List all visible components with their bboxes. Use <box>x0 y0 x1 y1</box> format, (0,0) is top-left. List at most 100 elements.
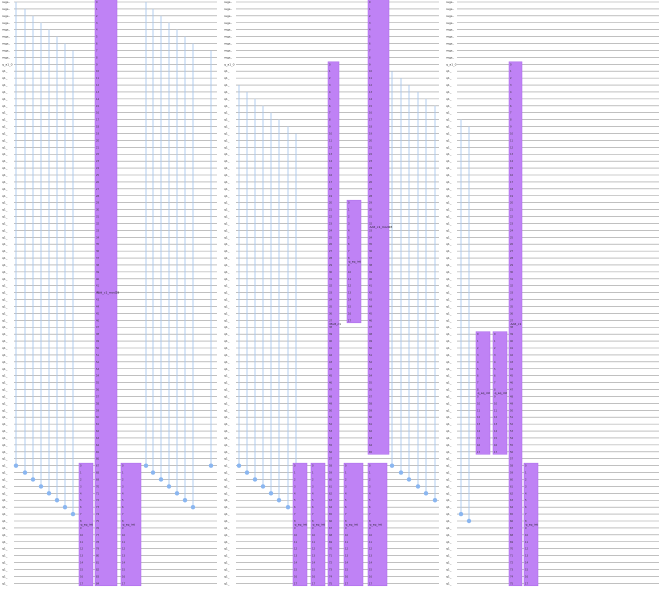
qubit-label: q1_ <box>2 581 8 585</box>
gate-qubit-index: 17 <box>369 582 373 585</box>
gate-block[interactable] <box>120 462 142 587</box>
qubit-label: q1_ <box>446 484 452 488</box>
qubit-label: q1_ <box>2 97 8 101</box>
gate-qubit-index: 30 <box>329 271 333 274</box>
gate-qubit-index: 8 <box>312 520 314 523</box>
gate-qubit-index: 10 <box>525 534 529 537</box>
qubit-label: q1_ <box>446 131 452 135</box>
gate-qubit-index: 17 <box>525 582 529 585</box>
qubit-label: q1_ <box>446 208 452 212</box>
gate-qubit-index: 60 <box>96 416 100 419</box>
gate-block[interactable] <box>327 61 340 587</box>
gate-block[interactable] <box>346 199 362 324</box>
gate-qubit-index: 32 <box>369 222 373 225</box>
gate-qubit-index: 7 <box>369 49 371 52</box>
qubit-label: q_a1_0 <box>446 62 457 66</box>
gate-qubit-index: 15 <box>96 105 100 108</box>
gate-qubit-index: 3 <box>494 354 496 357</box>
gate-block[interactable] <box>310 462 326 587</box>
qubit-label: q1_ <box>224 97 230 101</box>
control-dot <box>38 484 44 489</box>
gate-label: Add_c1 <box>511 322 522 326</box>
gate-qubit-index: 16 <box>369 575 373 578</box>
qubit-label: q1_ <box>446 166 452 170</box>
control-dot <box>13 463 19 468</box>
qubit-label: regs.. <box>224 0 232 4</box>
qubit-label: q_a1_0 <box>224 62 235 66</box>
gate-qubit-index: 42 <box>96 292 100 295</box>
gate-block[interactable] <box>367 0 390 455</box>
gate-qubit-index: 74 <box>96 513 100 516</box>
qubit-label: q1_ <box>446 298 452 302</box>
gate-block[interactable] <box>492 331 508 455</box>
gate-qubit-index: 72 <box>510 562 514 565</box>
control-dot <box>260 484 266 489</box>
gate-qubit-index: 16 <box>348 312 352 315</box>
qubit-label: q1_ <box>446 118 452 122</box>
qubit-label: q1_ <box>2 547 8 551</box>
gate-block[interactable] <box>78 462 94 587</box>
qubit-label: q1_ <box>224 304 230 308</box>
gate-block[interactable] <box>94 0 118 587</box>
gate-qubit-index: 58 <box>96 402 100 405</box>
gate-block[interactable] <box>367 462 388 587</box>
gate-qubit-index: 8 <box>294 520 296 523</box>
control-dot <box>54 498 60 503</box>
qubit-label: q1_ <box>446 145 452 149</box>
gate-qubit-index: 28 <box>369 195 373 198</box>
qubit-label: q1_ <box>224 173 230 177</box>
qubit-label: q1_ <box>2 270 8 274</box>
gate-block[interactable] <box>343 462 364 587</box>
gate-qubit-index: 64 <box>369 444 373 447</box>
gate-qubit-index: 16 <box>494 444 498 447</box>
gate-qubit-index: 14 <box>80 562 84 565</box>
gate-qubit-index: 9 <box>510 126 512 129</box>
gate-qubit-index: 0 <box>329 63 331 66</box>
qubit-label: q1_ <box>224 76 230 80</box>
gate-qubit-index: 19 <box>329 195 333 198</box>
qubit-label: q1_ <box>2 374 8 378</box>
gate-qubit-index: 24 <box>510 229 514 232</box>
gate-qubit-index: 5 <box>494 368 496 371</box>
gate-label: q_sq_int <box>81 522 94 526</box>
qubit-label: q1_ <box>224 422 230 426</box>
control-dot <box>236 463 242 468</box>
gate-qubit-index: 42 <box>329 354 333 357</box>
gate-qubit-index: 4 <box>80 492 82 495</box>
gate-qubit-index: 10 <box>369 70 373 73</box>
gate-qubit-index: 14 <box>345 562 349 565</box>
gate-qubit-index: 13 <box>348 292 352 295</box>
qubit-label: q1_ <box>446 554 452 558</box>
gate-qubit-index: 63 <box>329 499 333 502</box>
gate-qubit-index: 43 <box>369 299 373 302</box>
gate-block[interactable] <box>292 462 308 587</box>
qubit-label: q1_ <box>224 131 230 135</box>
gate-qubit-index: 43 <box>329 361 333 364</box>
gate-qubit-index: 40 <box>329 340 333 343</box>
gate-block[interactable] <box>475 331 491 455</box>
gate-qubit-index: 60 <box>369 416 373 419</box>
qubit-label: q1_ <box>224 339 230 343</box>
gate-qubit-index: 12 <box>369 548 373 551</box>
gate-qubit-index: 0 <box>369 1 371 4</box>
gate-qubit-index: 50 <box>329 409 333 412</box>
qubit-label: q1_ <box>446 228 452 232</box>
gate-block[interactable] <box>508 61 523 587</box>
gate-qubit-index: 15 <box>80 568 84 571</box>
qubit-label: q1_ <box>446 367 452 371</box>
gate-qubit-index: 19 <box>510 195 514 198</box>
gate-qubit-index: 6 <box>312 506 314 509</box>
gate-qubit-index: 19 <box>96 132 100 135</box>
gate-qubit-index: 1 <box>345 472 347 475</box>
qubit-label: q1_ <box>2 180 8 184</box>
gate-block[interactable] <box>523 462 539 587</box>
gate-qubit-index: 9 <box>369 63 371 66</box>
qubit-label: q1_ <box>2 298 8 302</box>
control-dot <box>30 477 36 482</box>
gate-qubit-index: 10 <box>369 534 373 537</box>
gate-qubit-index: 63 <box>369 437 373 440</box>
qubit-label: q1_ <box>446 97 452 101</box>
qubit-label: regs.. <box>2 55 10 59</box>
gate-qubit-index: 21 <box>329 209 333 212</box>
control-dot <box>432 498 438 503</box>
